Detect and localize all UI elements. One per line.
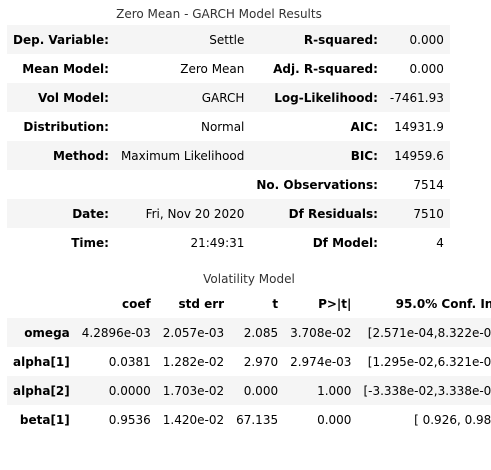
summary-label: R-squared:: [250, 25, 384, 54]
table-cell: 1.420e-02: [162, 412, 225, 427]
table-cell: 1.282e-02: [162, 354, 225, 369]
column-header: std err: [178, 297, 225, 311]
table-row: alpha[2] 0.0000 1.703e-02 0.000 1.000 [-…: [7, 376, 491, 405]
summary-label: BIC:: [250, 141, 384, 170]
summary-value: 0.000: [409, 61, 444, 76]
table-cell: [-3.338e-02,3.338e-02]: [357, 376, 491, 405]
table-row: Distribution: Normal AIC: 14931.9: [7, 112, 450, 141]
table-row: No. Observations: 7514: [7, 170, 450, 199]
model-summary-table: Dep. Variable: Settle R-squared: 0.000 M…: [7, 25, 450, 257]
table-cell: [ 0.926, 0.981]: [414, 412, 491, 427]
summary-label: Dep. Variable:: [7, 25, 115, 54]
parameter-name: alpha[2]: [7, 376, 76, 405]
volatility-caption: Volatility Model: [203, 272, 295, 286]
table-cell: 1.703e-02: [156, 376, 231, 405]
table-row: omega 4.2896e-03 2.057e-03 2.085 3.708e-…: [7, 318, 491, 347]
table-cell: 4.2896e-03: [75, 318, 157, 347]
summary-label: AIC:: [350, 119, 378, 134]
table-cell: 2.974e-03: [290, 354, 352, 369]
summary-value: 0.000: [383, 25, 450, 54]
table-row: Dep. Variable: Settle R-squared: 0.000: [7, 25, 450, 54]
table-row: Date: Fri, Nov 20 2020 Df Residuals: 751…: [7, 199, 450, 228]
table-cell: 2.085: [230, 318, 285, 347]
table-row: alpha[1] 0.0381 1.282e-02 2.970 2.974e-0…: [7, 347, 491, 376]
summary-label: No. Observations:: [256, 177, 378, 192]
table-cell: [2.571e-04,8.322e-03]: [357, 318, 491, 347]
summary-value: 21:49:31: [190, 235, 245, 250]
table-header-row: coef std err t P>|t| 95.0% Conf. Int.: [7, 290, 491, 318]
parameter-name: alpha[1]: [13, 354, 70, 369]
summary-value: GARCH: [114, 83, 251, 112]
summary-value: Maximum Likelihood: [114, 141, 251, 170]
table-cell: 1.000: [284, 376, 358, 405]
table-row: Mean Model: Zero Mean Adj. R-squared: 0.…: [7, 54, 450, 83]
summary-label: Distribution:: [23, 119, 109, 134]
table-cell: 0.000: [317, 412, 352, 427]
summary-value: Fri, Nov 20 2020: [114, 199, 251, 228]
table-cell: 0.9536: [108, 412, 151, 427]
table-row: Time: 21:49:31 Df Model: 4: [7, 228, 450, 257]
summary-value: 14931.9: [394, 119, 444, 134]
parameter-name: beta[1]: [19, 412, 70, 427]
summary-label: [7, 170, 115, 199]
column-header: [7, 290, 76, 318]
summary-value: [115, 170, 250, 199]
column-header: t: [272, 297, 279, 311]
column-header: P>|t|: [318, 297, 352, 311]
summary-label: Df Model:: [312, 235, 378, 250]
column-header: 95.0% Conf. Int.: [395, 297, 491, 311]
column-header: coef: [122, 297, 151, 311]
summary-value: Normal: [200, 119, 245, 134]
table-cell: 2.970: [243, 354, 279, 369]
summary-label: Vol Model:: [7, 83, 115, 112]
table-row: Method: Maximum Likelihood BIC: 14959.6: [7, 141, 450, 170]
table-cell: 0.000: [230, 376, 285, 405]
summary-label: Mean Model:: [22, 61, 109, 76]
table-row: Vol Model: GARCH Log-Likelihood: -7461.9…: [7, 83, 450, 112]
summary-value: 7514: [413, 177, 444, 192]
table-cell: [1.295e-02,6.321e-02]: [367, 354, 491, 369]
summary-value: 7510: [383, 199, 450, 228]
summary-label: Df Residuals:: [250, 199, 384, 228]
summary-label: Log-Likelihood:: [250, 83, 384, 112]
table-cell: 67.135: [236, 412, 279, 427]
table-row: beta[1] 0.9536 1.420e-02 67.135 0.000 [ …: [7, 405, 491, 434]
table-cell: 2.057e-03: [156, 318, 231, 347]
summary-value: -7461.93: [383, 83, 450, 112]
summary-value: 14959.6: [383, 141, 450, 170]
table-cell: 3.708e-02: [284, 318, 358, 347]
table-cell: 0.0381: [108, 354, 151, 369]
summary-label: Date:: [7, 199, 115, 228]
volatility-model-table: coef std err t P>|t| 95.0% Conf. Int. om…: [7, 290, 491, 434]
table-cell: 0.0000: [75, 376, 157, 405]
summary-label: Method:: [7, 141, 115, 170]
summary-value: Settle: [114, 25, 251, 54]
summary-label: Time:: [71, 235, 109, 250]
summary-value: 4: [436, 235, 444, 250]
summary-caption: Zero Mean - GARCH Model Results: [116, 7, 322, 21]
summary-value: Zero Mean: [180, 61, 245, 76]
parameter-name: omega: [7, 318, 76, 347]
summary-label: Adj. R-squared:: [273, 61, 378, 76]
